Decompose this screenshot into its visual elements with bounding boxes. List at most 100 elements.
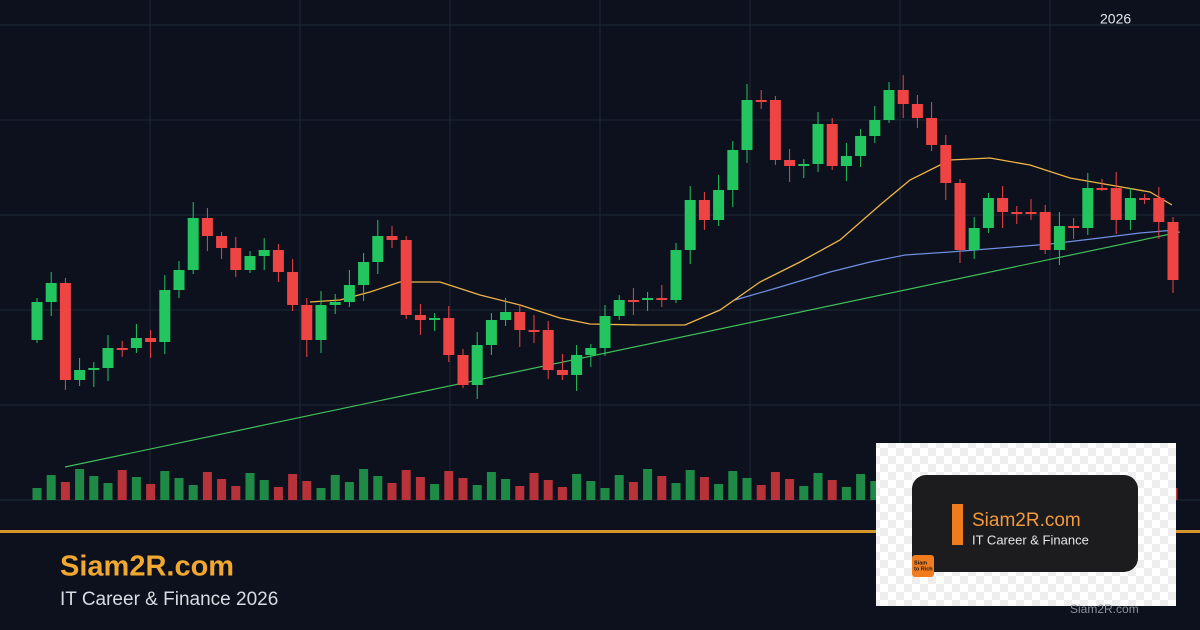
volume-bar [146,484,156,500]
volume-bar [827,480,837,500]
trend-line [64,231,1181,468]
candle-body [571,355,583,375]
moving-average-short [309,157,1173,326]
volume-bar [302,481,312,500]
candle-body [329,302,341,305]
brand-title: Siam2R.com [60,551,234,583]
volume-bar [188,485,198,500]
candle-body [258,250,270,256]
candle-body [613,300,625,316]
volume-bar [273,487,283,500]
year-label: 2026 [1100,11,1131,27]
candle-body [386,236,398,240]
candle-body [1039,212,1051,250]
candle-body [1110,188,1122,220]
grid [0,0,1200,501]
candle-body [897,90,909,104]
logo-card [912,475,1138,572]
candle-body [869,120,881,136]
candle-body [59,283,71,380]
volume-bar [870,481,880,500]
candle-body [713,190,725,220]
candle-body [769,100,781,160]
volume-bar [316,488,326,500]
volume-bar [699,477,709,500]
candle-body [343,285,355,302]
volume-bar [756,485,766,500]
candle-body [130,338,142,348]
candle-body [358,262,370,285]
divider [0,530,1200,533]
volume-bar [231,486,241,500]
candle-body [230,248,242,270]
candle-body [216,236,228,248]
candle-body [1124,198,1136,220]
volume-bar [46,475,56,500]
candle-body [1139,198,1151,200]
volume-bar [103,483,113,500]
candle-body [784,160,796,166]
volume-bar [344,482,354,500]
volume-bar [515,486,525,500]
candle-body [1153,198,1165,222]
volume-bar [614,475,624,500]
candle-body [684,200,696,250]
candle-body [443,318,455,355]
volume-bar [785,479,795,500]
volume-bar [75,469,85,500]
volume-bar [174,478,184,500]
candle-body [627,300,639,302]
candle-body [698,200,710,220]
candle-body [840,156,852,166]
candle-body [315,305,327,340]
candles [31,75,1179,399]
logo-icon-text: to Rich [914,566,933,572]
candle-body [755,100,767,102]
candle-body [514,312,526,330]
watermark: Siam2R.com [1070,602,1139,616]
candle-body [173,270,185,290]
volume-bar [643,469,653,500]
volume-bar [160,471,170,500]
volume-bar [586,481,596,500]
candle-body [1082,188,1094,228]
volume-bar [415,477,425,500]
volume-bar [373,476,383,500]
volume-bar [501,479,511,500]
volume-bar [799,486,809,500]
volume-bar [657,476,667,500]
candle-body [1167,222,1179,280]
candle-body [727,150,739,190]
logo-icon-text: Siam [914,560,927,566]
candle-body [1053,226,1065,250]
candle-body [159,290,171,342]
candle-body [812,124,824,164]
candle-body [74,370,86,380]
volume-bar [387,483,397,500]
volume-bar [685,470,695,500]
candle-body [500,312,512,320]
candle-body [883,90,895,120]
candle-body [145,338,157,342]
candle-body [556,370,568,375]
volume-bar [444,471,454,500]
candle-body [670,250,682,300]
volume-bar [217,479,227,500]
volume-bar [259,480,269,500]
candle-body [1025,212,1037,214]
volume-bar [32,488,42,500]
candle-body [997,198,1009,212]
volume-bar [600,488,610,500]
volume-bar [856,474,866,500]
volume-bar [288,474,298,500]
candle-body [187,218,199,270]
candle-body [485,320,497,345]
volume-bar [60,482,70,500]
candle-body [982,198,994,228]
candle-body [287,272,299,305]
candle-body [911,104,923,118]
candle-body [798,164,810,166]
volume-bar [458,478,468,500]
